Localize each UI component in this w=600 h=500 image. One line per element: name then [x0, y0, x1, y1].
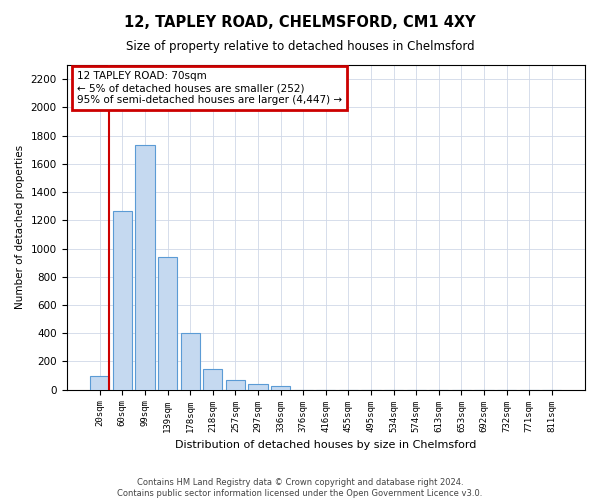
Bar — [226, 380, 245, 390]
Bar — [181, 332, 200, 390]
Bar — [158, 257, 177, 390]
Bar — [271, 386, 290, 390]
Y-axis label: Number of detached properties: Number of detached properties — [15, 146, 25, 310]
X-axis label: Distribution of detached houses by size in Chelmsford: Distribution of detached houses by size … — [175, 440, 476, 450]
Text: 12 TAPLEY ROAD: 70sqm
← 5% of detached houses are smaller (252)
95% of semi-deta: 12 TAPLEY ROAD: 70sqm ← 5% of detached h… — [77, 72, 342, 104]
Text: Size of property relative to detached houses in Chelmsford: Size of property relative to detached ho… — [125, 40, 475, 53]
Bar — [113, 211, 132, 390]
Text: 12, TAPLEY ROAD, CHELMSFORD, CM1 4XY: 12, TAPLEY ROAD, CHELMSFORD, CM1 4XY — [124, 15, 476, 30]
Bar — [136, 146, 155, 390]
Text: Contains HM Land Registry data © Crown copyright and database right 2024.
Contai: Contains HM Land Registry data © Crown c… — [118, 478, 482, 498]
Bar — [248, 384, 268, 390]
Bar — [90, 376, 109, 390]
Bar — [203, 368, 223, 390]
